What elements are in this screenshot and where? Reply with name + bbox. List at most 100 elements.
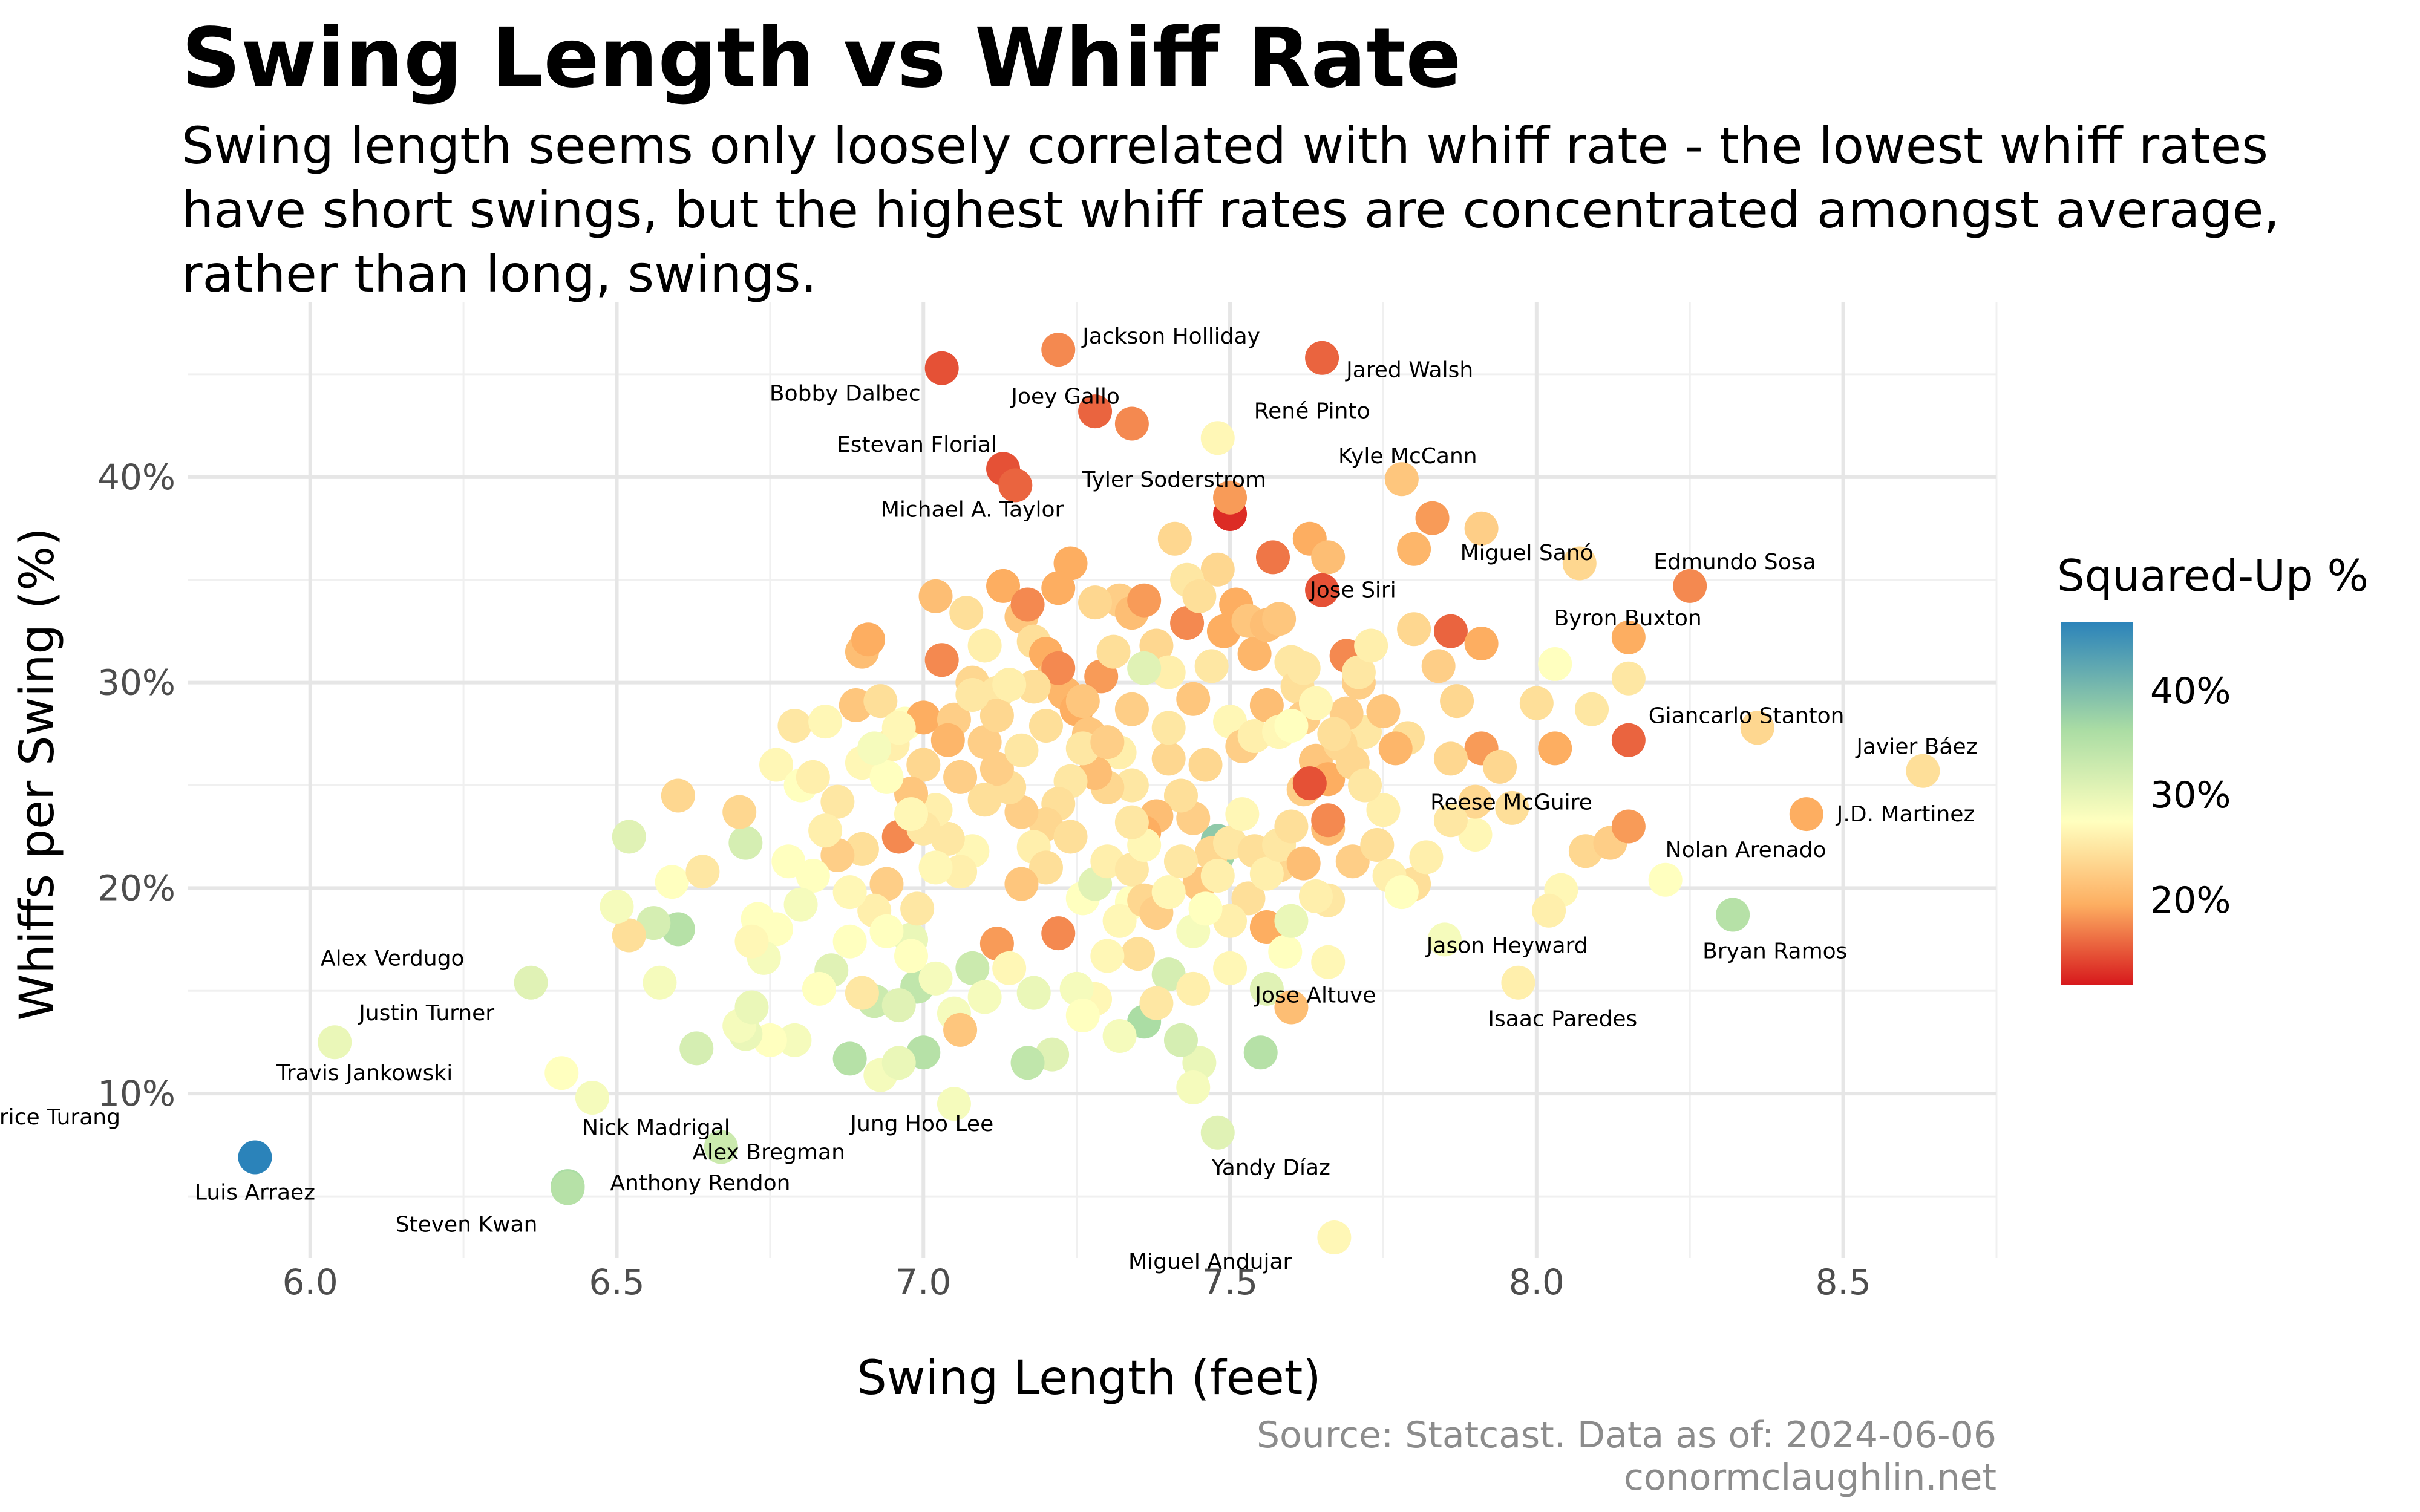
data-point [851,622,886,657]
data-point [1176,971,1211,1006]
y-tick-label: 20% [97,867,175,908]
data-point [1348,768,1382,803]
data-point [1532,893,1566,928]
chart-title: Swing Length vs Whiff Rate [182,11,1462,106]
data-point [1028,708,1063,743]
data-point [992,951,1027,985]
data-point [1121,937,1156,971]
data-point [832,1041,867,1076]
data-point-labeled [1317,1220,1352,1255]
data-point [1575,692,1609,726]
data-point [881,1046,916,1080]
data-point [906,748,941,782]
data-point [1249,688,1284,722]
data-point [1341,655,1376,689]
point-label: Michael A. Taylor [881,497,1064,522]
data-point [1483,749,1517,784]
point-label: Miguel Sanó [1460,541,1594,565]
data-point [1225,797,1260,832]
data-point [894,797,928,832]
data-point [1274,708,1309,743]
data-point [1016,670,1051,704]
data-point [802,971,836,1006]
data-point [1311,540,1346,575]
data-point [783,887,818,922]
data-point [808,705,843,739]
data-point [881,988,916,1023]
point-label: Javier Báez [1855,735,1977,760]
chart-subtitle: Swing length seems only loosely correlat… [182,116,2280,304]
data-point [655,865,689,899]
data-point [1611,723,1646,757]
data-point [1562,546,1597,581]
data-point [1384,875,1419,910]
point-label: Bobby Dalbec [770,382,921,406]
x-tick-label: 6.5 [589,1262,644,1303]
point-label: Reese McGuire [1430,790,1592,815]
data-point [1016,976,1051,1010]
data-point [955,677,990,712]
data-point [1292,766,1327,801]
data-point [1415,501,1450,535]
data-point [1243,1035,1278,1070]
point-label: Travis Jankowski [276,1061,453,1086]
data-point [1053,820,1088,854]
point-label: Jackson Holliday [1081,324,1260,349]
data-point [1041,571,1076,605]
point-label: Tyler Soderstrom [1081,468,1266,492]
color-legend: Squared-Up % 40% 30% 20% [2057,550,2369,985]
y-tick-label: 30% [97,662,175,703]
data-point [1366,793,1401,827]
data-point [1311,945,1346,979]
data-point-labeled [544,1056,579,1090]
data-point-labeled [1906,754,1940,788]
data-point [1538,731,1572,766]
data-point [930,723,965,757]
point-label: Byron Buxton [1554,606,1702,631]
data-point-labeled [1789,797,1823,832]
data-point-labeled [1041,333,1076,367]
point-label: Yandy Díaz [1211,1156,1330,1181]
x-tick-label: 8.0 [1509,1262,1565,1303]
point-label: Alex Bregman [692,1140,845,1165]
data-point [1151,875,1186,910]
data-point [1298,686,1333,720]
data-point [1170,606,1205,640]
data-point [869,760,904,794]
x-tick-label: 6.0 [283,1262,338,1303]
data-point [1151,711,1186,745]
data-point [1311,803,1346,838]
data-point [1078,585,1113,620]
data-point [1298,879,1333,913]
data-point [979,698,1014,732]
point-label: Miguel Andujar [1128,1250,1292,1274]
data-point [722,795,757,829]
data-point [1114,805,1149,839]
data-point [612,820,646,854]
data-point [1317,717,1352,751]
data-point [1127,583,1162,618]
point-label: Luis Arraez [195,1181,315,1205]
data-point [1078,394,1113,429]
x-axis-label: Swing Length (feet) [857,1351,1321,1406]
data-point-labeled [1176,1070,1211,1104]
point-label: Anthony Rendon [610,1171,790,1196]
data-point [1249,971,1284,1006]
data-point [881,711,916,745]
y-tick-label: 10% [97,1073,175,1114]
data-point-labeled [937,1087,971,1121]
data-point [1538,647,1572,682]
point-label: René Pinto [1254,399,1370,423]
data-point [1458,784,1493,819]
data-point [1268,934,1303,969]
point-label: Bryan Ramos [1702,939,1847,964]
data-point [1139,986,1174,1020]
data-point [979,752,1014,786]
point-label: J.D. Martinez [1836,802,1975,827]
data-point-labeled [1501,965,1535,1000]
x-tick-label: 7.0 [895,1262,951,1303]
data-point [1519,686,1554,720]
legend-title: Squared-Up % [2057,550,2369,601]
data-point-labeled [1740,711,1774,745]
legend-tick-20: 20% [2150,879,2231,922]
